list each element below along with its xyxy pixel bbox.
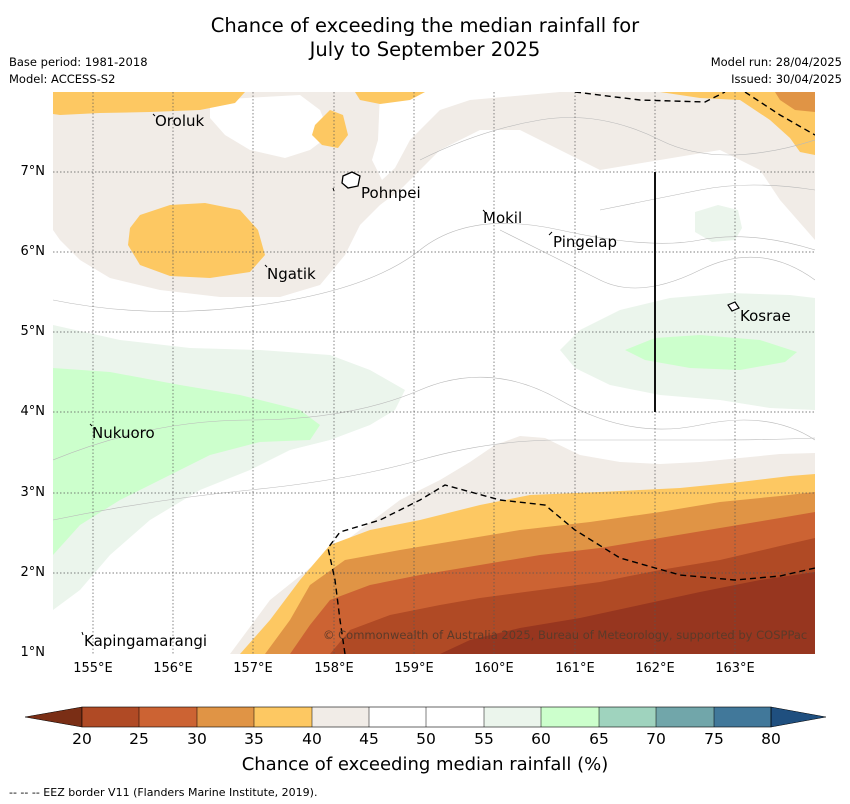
colorbar-bin-20-25 [82,707,139,727]
lat-tick-1n: 1°N [20,645,46,660]
colorbar-low-arrow [24,706,83,728]
title-line-2: July to September 2025 [309,38,541,61]
place-label-mokil: Mokil [483,209,523,227]
region-35-40-small [312,110,348,148]
lon-tick-161e: 161°E [555,661,595,676]
region-35-40-west [128,203,265,278]
lat-tick-2n: 2°N [20,565,46,580]
lat-tick-4n: 4°N [20,404,46,419]
colorbar-dividers [138,707,715,727]
island-markers [81,113,553,636]
colorbar-high-arrow [770,706,827,728]
lat-tick-5n: 5°N [20,324,46,339]
colorbar [24,706,827,728]
title-line-1: Chance of exceeding the median rainfall … [210,14,640,37]
contour-lines [53,117,815,521]
lon-tick-159e: 159°E [394,661,434,676]
eez-footnote: -- -- -- EEZ border V11 (Flanders Marine… [9,786,318,799]
meta-left: Base period: 1981-2018 Model: ACCESS-S2 [9,54,148,88]
colorbar-bin-45-50 [369,707,426,727]
colorbar-label-50: 50 [416,730,436,748]
colorbar-label-80: 80 [761,730,781,748]
region-60-65-east [625,335,797,370]
lon-tick-163e: 163°E [715,661,755,676]
model-text: Model: ACCESS-S2 [9,72,116,86]
lon-tick-158e: 158°E [314,661,354,676]
colorbar-label-60: 60 [531,730,551,748]
region-below-20 [440,572,815,654]
lon-tick-156e: 156°E [153,661,193,676]
colorbar-label-20: 20 [72,730,92,748]
region-35-40-topmid [355,92,425,104]
kosrae-island-shape [727,301,740,312]
colorbar-bin-30-35 [197,707,254,727]
lon-tick-160e: 160°E [474,661,514,676]
colorbar-bin-70-75 [656,707,714,727]
place-label-nukuoro: Nukuoro [92,424,155,442]
gridlines [53,92,815,654]
colorbar-bin-55-60 [484,707,541,727]
region-45-50-pohnpei [210,95,330,158]
colorbar-label-70: 70 [646,730,666,748]
colorbar-bin-25-30 [139,707,197,727]
map-title: Chance of exceeding the median rainfall … [0,14,850,62]
lat-tick-7n: 7°N [20,164,46,179]
colorbar-label-75: 75 [704,730,724,748]
map-area [53,92,815,654]
place-label-kapingamarangi: Kapingamarangi [84,632,208,650]
issued-text: Issued: 30/04/2025 [731,72,842,86]
place-label-pingelap: Pingelap [553,233,618,251]
region-35-40-topright [660,92,815,155]
lon-tick-162e: 162°E [635,661,675,676]
region-55-60-northeast [695,205,742,242]
lon-tick-157e: 157°E [233,661,273,676]
place-label-oroluk: Oroluk [155,112,205,130]
pohnpei-island-shape [341,171,361,189]
colorbar-bin-75-80 [714,707,771,727]
colorbar-label-25: 25 [129,730,149,748]
colorbar-bin-35-40 [254,707,312,727]
place-label-ngatik: Ngatik [267,265,316,283]
region-30-35-topright [775,92,815,112]
lon-tick-155e: 155°E [73,661,113,676]
eez-borders [327,92,815,654]
meta-right: Model run: 28/04/2025 Issued: 30/04/2025 [711,54,842,88]
place-label-pohnpei: Pohnpei [361,184,421,202]
colorbar-bin-60-65 [541,707,599,727]
colorbar-label-55: 55 [474,730,494,748]
colorbar-bin-50-55 [426,707,484,727]
colorbar-label-30: 30 [187,730,207,748]
model-run-text: Model run: 28/04/2025 [710,55,842,69]
colorbar-title: Chance of exceeding median rainfall (%) [241,754,609,775]
region-35-40-topleft [53,92,245,115]
lat-tick-6n: 6°N [20,244,46,259]
colorbar-bin-40-45 [312,707,369,727]
colorbar-label-40: 40 [302,730,322,748]
copyright-text: © Commonwealth of Australia 2025, Bureau… [323,628,808,642]
place-label-kosrae: Kosrae [740,307,791,325]
colorbar-label-65: 65 [589,730,609,748]
colorbar-bin-65-70 [599,707,656,727]
colorbar-label-45: 45 [359,730,379,748]
colorbar-label-35: 35 [244,730,264,748]
colorbar-outline [81,706,772,728]
lat-tick-3n: 3°N [20,485,46,500]
base-period-text: Base period: 1981-2018 [9,55,148,69]
